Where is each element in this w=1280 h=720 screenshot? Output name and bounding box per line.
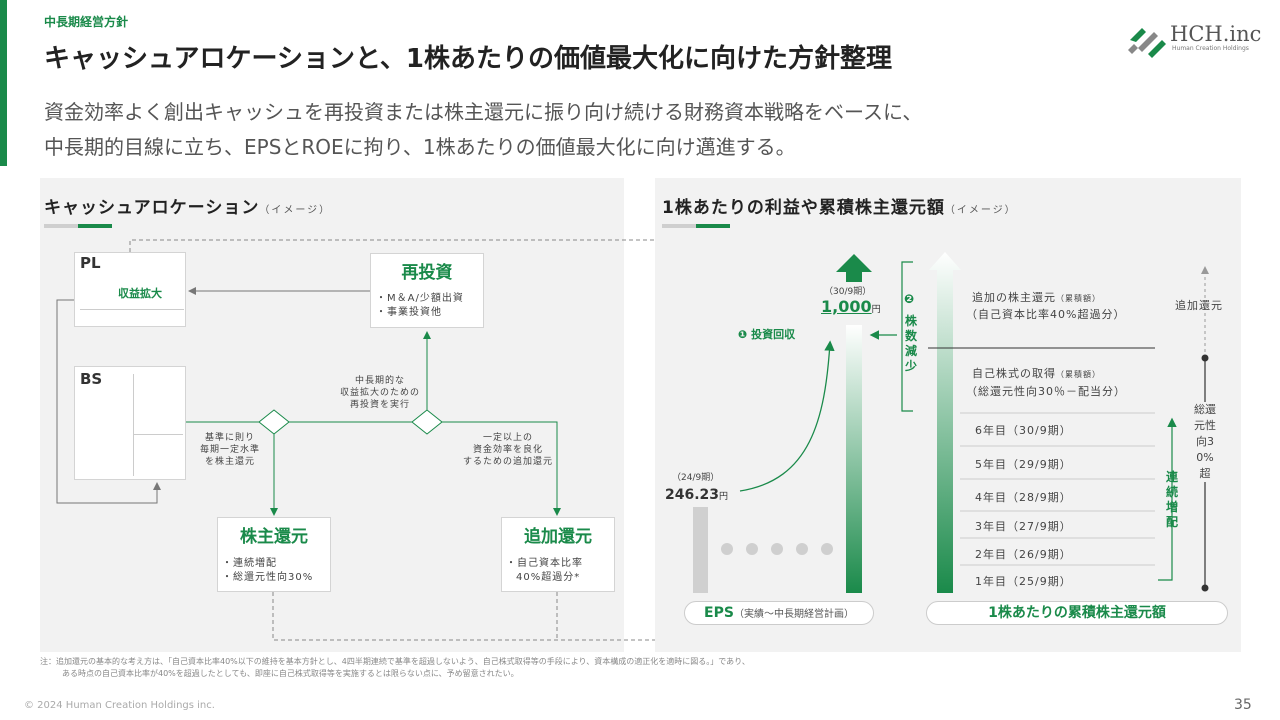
marker-2: ❷: [904, 292, 915, 306]
year-1-label: 1年目（25/9期）: [975, 575, 1072, 588]
eps-target-period: （30/9期）: [824, 287, 872, 297]
pl-box: [74, 252, 186, 327]
pl-divider: [80, 309, 184, 310]
shareholder-return-box: [217, 517, 331, 592]
additional-return-cumulative: 追加の株主還元（累積額）: [972, 291, 1101, 304]
right-title-underline-gray: [662, 224, 696, 228]
logo-text: HCH.inc: [1170, 22, 1262, 46]
additional-return-side-label: 追加還元: [1175, 299, 1223, 312]
year-3-label: 3年目（27/9期）: [975, 520, 1072, 533]
accent-bar: [0, 0, 7, 166]
reinvest-note: 中長期的な 収益拡大のための 再投資を実行: [339, 376, 420, 410]
pl-label: PL: [80, 254, 101, 272]
shareholder-return-note: 基準に則り 毎期一定水準 を株主還元: [199, 433, 260, 467]
additional-return-note: 一定以上の 資金効率を良化 するための追加還元: [462, 433, 553, 467]
right-title-underline-green: [696, 224, 730, 228]
logo-subtext: Human Creation Holdings: [1172, 45, 1249, 52]
copyright: © 2024 Human Creation Holdings inc.: [24, 700, 215, 711]
share-reduction-label: 株数減少: [904, 314, 917, 373]
title-underline-gray: [44, 224, 78, 228]
total-return-ratio-label: 総還元性向30%超: [1194, 402, 1216, 482]
section-label: 中長期経営方針: [44, 15, 129, 29]
logo-mark-icon: [1128, 28, 1166, 58]
bs-label: BS: [80, 370, 103, 388]
page-title: キャッシュアロケーションと、1株あたりの価値最大化に向けた方針整理: [44, 44, 893, 74]
eps-target-bar: [846, 325, 862, 593]
eps-start-bar: [693, 507, 708, 593]
eps-up-arrow-icon: [836, 254, 872, 282]
buyback-cumulative: 自己株式の取得（累積額）: [972, 367, 1101, 380]
eps-pill: EPS（実績～中長期経営計画）: [684, 601, 874, 625]
bs-divider-v: [133, 374, 134, 476]
additional-return-line-2: 40%超過分*: [516, 572, 581, 583]
reinvest-box: [370, 253, 484, 328]
footnote-line-2: ある時点の自己資本比率が40%を超過したとしても、即座に自己株式取得等を実施する…: [62, 669, 519, 678]
additional-return-sub: （自己資本比率40%超過分）: [966, 308, 1126, 321]
pl-revenue-growth: 収益拡大: [118, 287, 162, 300]
year-4-label: 4年目（28/9期）: [975, 491, 1072, 504]
investment-return-label: ❶ 投資回収: [738, 328, 796, 341]
page-number: 35: [1234, 697, 1252, 713]
cumulative-up-arrow-icon: [929, 252, 961, 593]
cash-allocation-title: キャッシュアロケーション（イメージ）: [44, 198, 332, 218]
consecutive-increase-label: 連続増配: [1165, 470, 1178, 529]
shareholder-return-line-2: ・総還元性向30%: [222, 572, 314, 583]
year-6-label: 6年目（30/9期）: [975, 424, 1072, 437]
shareholder-return-line-1: ・連続増配: [222, 558, 277, 569]
lead-line-1: 資金効率よく創出キャッシュを再投資または株主還元に振り向け続ける財務資本戦略をベ…: [44, 100, 923, 124]
reinvest-title: 再投資: [401, 263, 453, 283]
buyback-sub: （総還元性向30％－配当分）: [966, 385, 1126, 398]
reinvest-line-2: ・事業投資他: [376, 307, 442, 318]
shareholder-return-title: 株主還元: [240, 527, 308, 547]
per-share-title: 1株あたりの利益や累積株主還元額（イメージ）: [662, 198, 1017, 218]
dot: [796, 543, 808, 555]
dot: [771, 543, 783, 555]
eps-target-value: 1,000円: [821, 297, 881, 316]
title-underline-green: [78, 224, 112, 228]
footnote-line-1: 注：追加還元の基本的な考え方は、「自己資本比率40%以下の維持を基本方針とし、4…: [40, 657, 750, 666]
bs-box: [74, 366, 186, 480]
additional-return-line-1: ・自己資本比率: [506, 558, 583, 569]
cumulative-return-pill: 1株あたりの累積株主還元額: [926, 601, 1228, 625]
eps-start-value: 246.23円: [665, 487, 729, 503]
bs-divider-h: [133, 434, 183, 435]
dot: [821, 543, 833, 555]
year-5-label: 5年目（29/9期）: [975, 458, 1072, 471]
year-2-label: 2年目（26/9期）: [975, 548, 1072, 561]
dot: [746, 543, 758, 555]
lead-line-2: 中長期的目線に立ち、EPSとROEに拘り、1株あたりの価値最大化に向け邁進する。: [44, 135, 796, 159]
additional-return-box: [501, 517, 615, 592]
dot: [721, 543, 733, 555]
additional-return-title: 追加還元: [524, 527, 592, 547]
eps-start-period: （24/9期）: [672, 473, 720, 483]
reinvest-line-1: ・M＆A/少額出資: [376, 293, 464, 304]
